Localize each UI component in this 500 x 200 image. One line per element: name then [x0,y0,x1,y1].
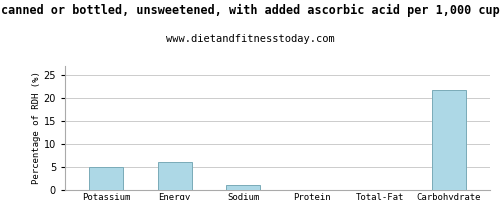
Bar [432,90,466,190]
Bar [89,167,124,190]
Text: canned or bottled, unsweetened, with added ascorbic acid per 1,000 cup: canned or bottled, unsweetened, with add… [0,4,500,17]
Bar [226,185,260,190]
Y-axis label: Percentage of RDH (%): Percentage of RDH (%) [32,72,40,184]
Bar [158,162,192,190]
Text: www.dietandfitnesstoday.com: www.dietandfitnesstoday.com [166,34,334,44]
